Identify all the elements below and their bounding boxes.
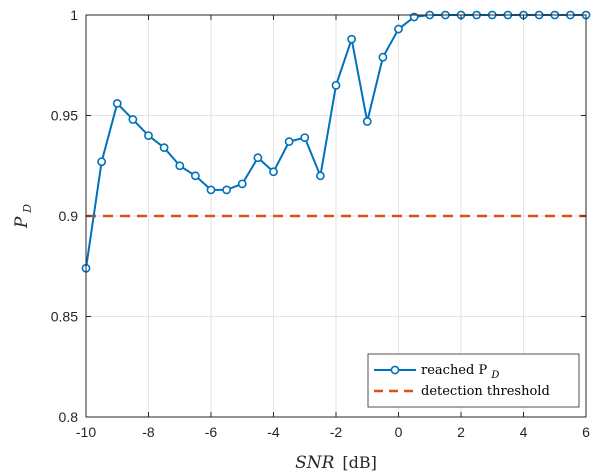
data-point-reached-pd [362, 117, 372, 126]
data-point-reached-pd [253, 153, 263, 163]
svg-text:P D: P D [12, 204, 34, 229]
ticks: -10 -8 -6 -4 -2 0 2 4 6 0.8 0.85 0.9 0.95 1 [51, 7, 590, 440]
x-tick-label: 2 [457, 424, 465, 440]
legend-label-reached: reached P D [421, 363, 499, 381]
data-point-reached-pd [300, 133, 310, 143]
x-tick-label: 6 [582, 424, 590, 440]
y-axis-label-main: P [12, 216, 32, 229]
x-tick-label: -6 [205, 424, 218, 440]
data-point-reached-pd [378, 52, 388, 62]
data-point-reached-pd [269, 167, 278, 177]
y-tick-label: 0.9 [59, 208, 79, 224]
legend-label-threshold: detection threshold [421, 384, 550, 399]
x-tick-label: -2 [330, 424, 343, 440]
data-point-reached-pd [112, 99, 122, 108]
legend-box [367, 353, 580, 408]
x-tick-label: -10 [76, 424, 96, 440]
x-axis-label-unit: [dB] [342, 453, 376, 471]
data-point-reached-pd [409, 12, 419, 22]
data-point-reached-pd [394, 24, 403, 34]
y-axis-label: P D [12, 204, 34, 229]
y-tick-label: 0.95 [51, 108, 78, 124]
y-tick-label: 0.85 [51, 309, 78, 325]
x-tick-label: -4 [267, 424, 280, 440]
legend: reached P D detection threshold [367, 353, 580, 408]
x-axis-label-main: SNR [295, 453, 335, 471]
data-point-reached-pd [159, 143, 169, 153]
y-tick-label: 0.8 [59, 409, 79, 425]
data-point-reached-pd [222, 185, 232, 195]
x-tick-label: 4 [520, 424, 528, 440]
data-point-reached-pd [315, 171, 325, 181]
y-tick-label: 1 [70, 7, 78, 23]
data-point-reached-pd [206, 185, 216, 195]
data-point-reached-pd [128, 115, 138, 124]
data-point-reached-pd [331, 80, 341, 90]
x-axis-label: SNR [dB] [295, 453, 377, 471]
data-point-reached-pd [347, 34, 357, 44]
data-point-reached-pd [175, 161, 185, 171]
data-point-reached-pd [284, 137, 294, 147]
data-point-reached-pd [97, 157, 107, 167]
data-point-reached-pd [144, 131, 153, 140]
legend-marker-reached [390, 365, 400, 375]
data-point-reached-pd [237, 179, 247, 189]
y-axis-label-sub: D [21, 204, 34, 214]
data-point-reached-pd [190, 171, 200, 181]
x-tick-label: -8 [142, 424, 155, 440]
x-tick-label: 0 [395, 424, 403, 440]
